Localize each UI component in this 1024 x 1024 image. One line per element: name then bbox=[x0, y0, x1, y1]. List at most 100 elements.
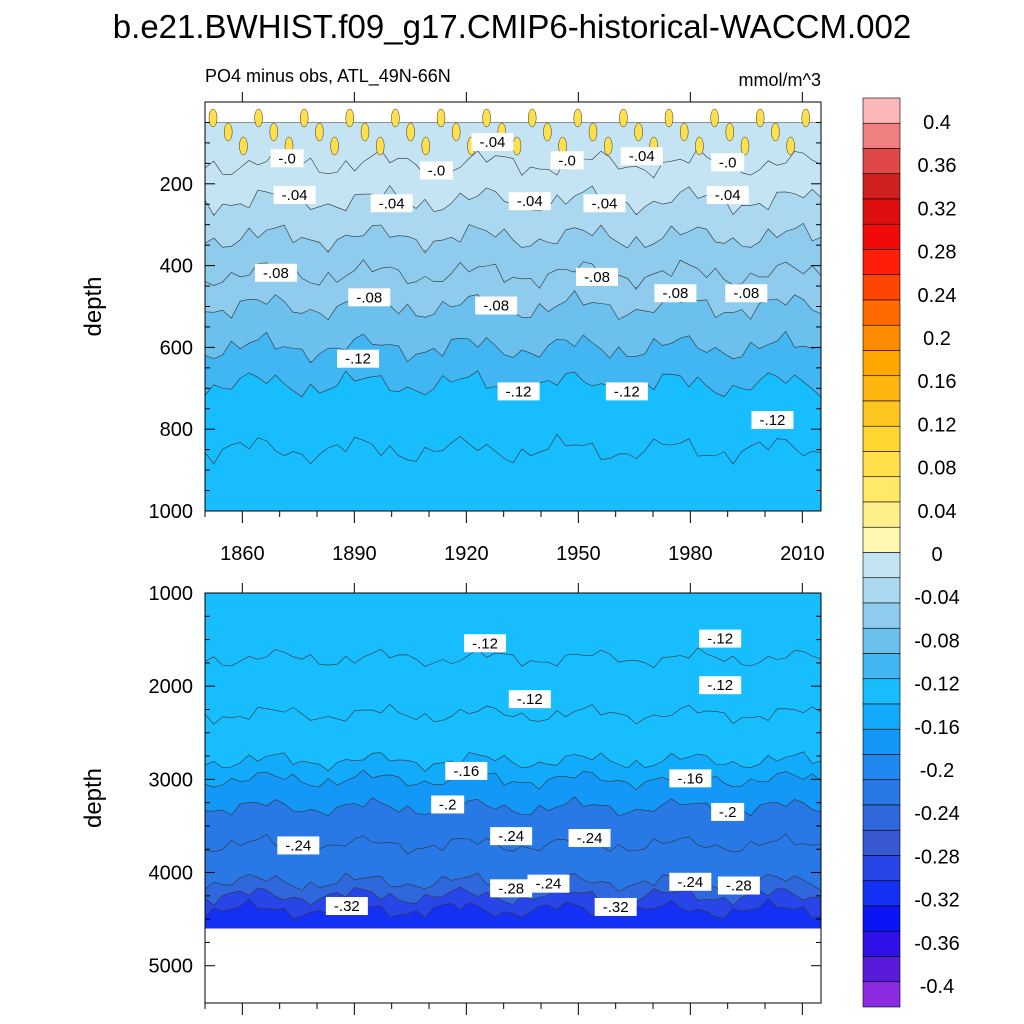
colorbar-swatch bbox=[862, 451, 901, 478]
svg-text:-.12: -.12 bbox=[345, 351, 371, 368]
contour-field bbox=[205, 593, 821, 929]
chart-subtitle: PO4 minus obs, ATL_49N-66N bbox=[205, 66, 451, 87]
colorbar-swatch bbox=[862, 930, 901, 957]
contour-band bbox=[205, 593, 821, 673]
contour-cell bbox=[436, 108, 446, 128]
svg-text:-.28: -.28 bbox=[726, 878, 752, 895]
contour-label: -.12 bbox=[508, 690, 551, 709]
svg-text:-.0: -.0 bbox=[558, 152, 576, 169]
contour-cell bbox=[421, 136, 431, 156]
contour-cell bbox=[254, 108, 263, 128]
svg-text:-.12: -.12 bbox=[707, 631, 733, 648]
lower-panel: -.12 -.12 -.12 -.12 -.16 -.16 -.2 -.2 -.24 -.24 -.… bbox=[80, 583, 822, 1015]
contour-cell bbox=[482, 108, 491, 128]
colorbar-swatch bbox=[862, 577, 901, 604]
colorbar-label: -0.16 bbox=[914, 717, 960, 739]
colorbar-label: -0.4 bbox=[920, 976, 954, 998]
y-axis-label: depth bbox=[80, 276, 107, 336]
contour-label: -.0 bbox=[550, 151, 584, 170]
contour-cell bbox=[755, 108, 765, 128]
y-tick-label: 5000 bbox=[149, 956, 194, 978]
colorbar-label: -0.04 bbox=[914, 587, 960, 609]
x-tick-label: 1860 bbox=[220, 543, 265, 565]
contour-label: -.08 bbox=[254, 263, 297, 282]
x-tick-label: 1980 bbox=[668, 543, 713, 565]
colorbar-swatch bbox=[862, 400, 901, 427]
colorbar-swatch bbox=[862, 223, 901, 250]
contour-label: -.0 bbox=[711, 153, 745, 172]
contour-cell bbox=[406, 122, 415, 142]
colorbar-swatch bbox=[862, 905, 901, 932]
colorbar-swatch bbox=[862, 602, 901, 629]
contour-label: -.0 bbox=[419, 161, 453, 180]
contour-band bbox=[205, 898, 821, 929]
colorbar-swatch bbox=[862, 855, 901, 882]
colorbar-swatch bbox=[862, 97, 901, 124]
contour-label: -.08 bbox=[348, 288, 391, 307]
contour-cell bbox=[695, 136, 704, 156]
svg-text:-.2: -.2 bbox=[439, 796, 457, 813]
svg-text:-.08: -.08 bbox=[733, 285, 759, 302]
svg-text:-.04: -.04 bbox=[480, 134, 506, 151]
contour-cell bbox=[375, 136, 385, 156]
contour-label: -.24 bbox=[669, 872, 712, 891]
contour-label: -.12 bbox=[699, 676, 742, 695]
colorbar-swatch bbox=[862, 653, 901, 680]
colorbar-swatch bbox=[862, 678, 901, 705]
contour-cell bbox=[740, 136, 750, 156]
contour-band bbox=[205, 433, 821, 511]
svg-text:-.04: -.04 bbox=[629, 148, 655, 165]
colorbar-label: 0.28 bbox=[918, 242, 957, 264]
colorbar-swatch bbox=[862, 425, 901, 452]
svg-text:-.24: -.24 bbox=[577, 830, 603, 847]
contour-cell bbox=[391, 108, 400, 128]
contour-cell bbox=[512, 136, 522, 156]
colorbar-label: 0.16 bbox=[918, 371, 957, 393]
colorbar-label: 0.08 bbox=[918, 458, 957, 480]
colorbar-swatch bbox=[862, 476, 901, 503]
colorbar-label: 0.12 bbox=[918, 414, 957, 436]
contour-cell bbox=[679, 122, 689, 142]
colorbar-label: -0.24 bbox=[914, 803, 960, 825]
contour-cell bbox=[315, 122, 324, 142]
colorbar-label: 0.04 bbox=[918, 501, 957, 523]
colorbar-label: 0 bbox=[931, 544, 942, 566]
contour-cell bbox=[801, 108, 811, 128]
contour-cell bbox=[208, 108, 218, 128]
svg-text:-.08: -.08 bbox=[483, 298, 509, 315]
y-tick-label: 800 bbox=[160, 419, 193, 441]
colorbar-swatch bbox=[862, 779, 901, 806]
contour-label: -.2 bbox=[711, 802, 745, 821]
colorbar-swatch bbox=[862, 981, 901, 1008]
colorbar: 0.4 0.36 0.32 0.28 0.24 0.2 0.16 0.12 0.08 0.04 0 -… bbox=[862, 97, 960, 1008]
svg-text:-.08: -.08 bbox=[662, 285, 688, 302]
contour-label: -.08 bbox=[576, 267, 618, 286]
svg-text:-.08: -.08 bbox=[263, 265, 289, 282]
svg-text:-.04: -.04 bbox=[715, 187, 741, 204]
svg-text:-.08: -.08 bbox=[584, 269, 610, 286]
colorbar-label: -0.36 bbox=[914, 933, 960, 955]
svg-text:-.32: -.32 bbox=[603, 899, 629, 916]
contour-label: -.04 bbox=[508, 192, 551, 211]
y-tick-label: 400 bbox=[160, 256, 193, 278]
svg-text:-.0: -.0 bbox=[719, 154, 737, 171]
contour-cell bbox=[634, 122, 643, 142]
y-tick-label: 3000 bbox=[149, 769, 194, 791]
chart-title: b.e21.BWHIST.f09_g17.CMIP6-historical-WA… bbox=[113, 8, 911, 45]
colorbar-label: 0.32 bbox=[918, 198, 957, 220]
contour-label: -.08 bbox=[654, 284, 697, 303]
contour-cell bbox=[543, 122, 552, 142]
colorbar-label: 0.36 bbox=[918, 155, 957, 177]
svg-text:-.08: -.08 bbox=[356, 289, 382, 306]
svg-text:-.04: -.04 bbox=[592, 195, 618, 212]
units-label: mmol/m^3 bbox=[739, 70, 821, 90]
contour-label: -.16 bbox=[669, 769, 712, 788]
colorbar-label: 0.2 bbox=[923, 328, 951, 350]
contour-label: -.04 bbox=[370, 194, 413, 213]
svg-text:-.32: -.32 bbox=[334, 898, 360, 915]
svg-text:-.04: -.04 bbox=[379, 195, 405, 212]
contour-label: -.32 bbox=[594, 897, 637, 916]
contour-cell bbox=[527, 108, 537, 128]
contour-label: -.04 bbox=[620, 147, 663, 166]
